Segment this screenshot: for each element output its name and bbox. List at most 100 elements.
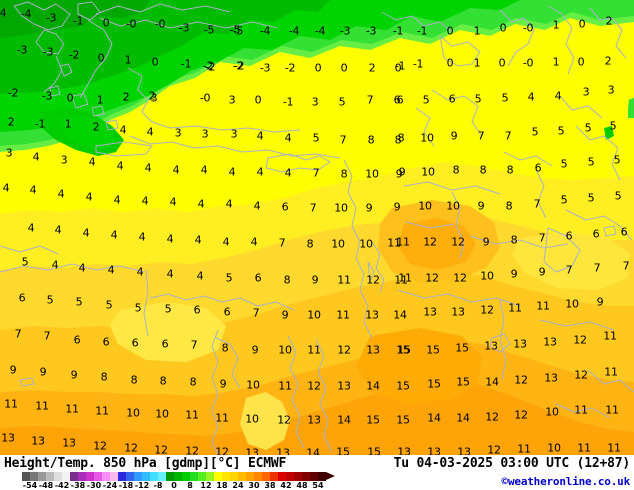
temp-value-label: 11 xyxy=(278,379,292,393)
temp-value-label: 7 xyxy=(538,231,546,245)
temp-value-label: 4 xyxy=(141,194,149,208)
temp-value-label: 0 xyxy=(578,17,586,31)
temp-value-label: 12 xyxy=(277,413,291,427)
temp-value-label: 0 xyxy=(498,56,506,70)
temp-value-label: 0 xyxy=(151,55,159,69)
temp-value-label: 12 xyxy=(573,333,587,347)
temp-value-label: 10 xyxy=(331,237,345,251)
temp-value-label: 6 xyxy=(565,229,573,243)
temp-value-label: 5 xyxy=(225,271,233,285)
footer-credit-link[interactable]: ©weatheronline.co.uk xyxy=(501,475,631,488)
temp-value-label: -2 xyxy=(7,86,19,100)
temp-value-label: -2 xyxy=(284,61,296,75)
temp-value-label: 3 xyxy=(150,91,158,105)
colorbar-swatch xyxy=(86,472,94,481)
temp-value-label: 11 xyxy=(185,408,199,422)
temp-value-label: 12 xyxy=(451,235,465,249)
colorbar-swatch xyxy=(190,472,198,481)
temp-value-label: 8 xyxy=(397,131,405,145)
temp-value-label: 4 xyxy=(196,269,204,283)
temp-value-label: -3 xyxy=(42,45,54,59)
temp-value-label: 6 xyxy=(448,92,456,106)
temp-value-label: -2 xyxy=(233,59,245,73)
temp-value-label: 13 xyxy=(513,337,527,351)
temp-value-label: 9 xyxy=(538,265,546,279)
temp-value-label: -0 xyxy=(125,17,137,31)
temp-value-label: 13 xyxy=(307,413,321,427)
weather-map[interactable]: 4 -4 -3 -1 0 -0 -0 -3 -5 -5 -5 -4 -4 -4 -3 -3 -1 -1 0 1 0 -0 1… xyxy=(0,0,634,455)
colorbar-swatch xyxy=(70,472,78,481)
colorbar-tick: -24 xyxy=(102,481,118,490)
colorbar-swatch xyxy=(310,472,318,481)
temp-value-label: 4 xyxy=(197,197,205,211)
temp-value-label: 12 xyxy=(425,271,439,285)
temp-value-label: -3 xyxy=(339,24,351,38)
temp-value-label: 11 xyxy=(35,399,49,413)
temp-value-label: 8 xyxy=(340,167,348,181)
temp-value-label: 4 xyxy=(82,226,90,240)
temp-value-label: 4 xyxy=(29,183,37,197)
colorbar-tick: -48 xyxy=(38,481,54,490)
temp-value-label: 9 xyxy=(393,200,401,214)
temp-value-label: 4 xyxy=(32,150,40,164)
temp-value-label: -0 xyxy=(522,21,534,35)
colorbar-swatch xyxy=(318,472,326,481)
temp-value-label: 6 xyxy=(161,337,169,351)
temp-value-label: 4 xyxy=(54,223,62,237)
temp-value-label: 4 xyxy=(166,267,174,281)
temp-value-label: 5 xyxy=(422,93,430,107)
temp-value-label: 7 xyxy=(14,327,22,341)
temp-value-label: 11 xyxy=(65,402,79,416)
temp-value-label: 9 xyxy=(477,199,485,213)
temp-value-label: 5 xyxy=(105,298,113,312)
temp-value-label: 4 xyxy=(200,163,208,177)
temp-value-label: 14 xyxy=(456,411,470,425)
temp-value-label: 4 xyxy=(2,181,10,195)
colorbar-swatch xyxy=(174,472,182,481)
temp-value-label: 5 xyxy=(587,155,595,169)
colorbar-swatch xyxy=(286,472,294,481)
colorbar-swatch xyxy=(22,472,30,481)
temp-value-label: 10 xyxy=(545,405,559,419)
temp-value-label: 9 xyxy=(510,267,518,281)
colorbar-swatch xyxy=(238,472,246,481)
green-sliver-edge xyxy=(628,98,634,118)
temp-value-label: 7 xyxy=(339,133,347,147)
colorbar-tick: 54 xyxy=(312,481,324,490)
temp-value-label: 4 xyxy=(194,233,202,247)
temp-value-label: 11 xyxy=(95,404,109,418)
temp-value-label: 15 xyxy=(396,413,410,427)
temp-value-label: 9 xyxy=(219,377,227,391)
temp-value-label: 7 xyxy=(278,236,286,250)
temp-value-label: 9 xyxy=(39,365,47,379)
temp-value-label: 10 xyxy=(446,199,460,213)
colorbar-tick: 12 xyxy=(200,481,212,490)
green-spur-coastal xyxy=(58,116,116,150)
temp-value-label: 5 xyxy=(584,121,592,135)
temp-value-label: 3 xyxy=(607,83,615,97)
temp-value-label: 4 xyxy=(88,155,96,169)
temp-value-label: 15 xyxy=(396,343,410,357)
temp-value-label: 10 xyxy=(246,378,260,392)
colorbar-swatch xyxy=(142,472,150,481)
temp-value-label: 15 xyxy=(366,413,380,427)
temp-value-label: 2 xyxy=(7,115,15,129)
colorbar-swatch xyxy=(38,472,46,481)
temp-value-label: 14 xyxy=(393,308,407,322)
temp-value-label: 0 xyxy=(97,51,105,65)
temp-value-label: 14 xyxy=(366,379,380,393)
temp-value-label: 8 xyxy=(283,273,291,287)
temp-value-label: 5 xyxy=(338,95,346,109)
temp-value-label: 11 xyxy=(536,299,550,313)
colorbar-arrow-icon xyxy=(326,472,335,480)
temp-value-label: 8 xyxy=(159,374,167,388)
temp-value-label: 8 xyxy=(394,133,402,147)
colorbar-tick-labels: -54 -48 -42 -38 -30 -24 -18 -12 -8 0 8 12 18 24 30 38 42… xyxy=(22,481,326,490)
band-orange-deep xyxy=(0,378,634,455)
temp-value-label: 12 xyxy=(514,373,528,387)
colorbar-tick: -8 xyxy=(153,481,163,490)
temp-value-label: -1 xyxy=(392,24,404,38)
temp-value-label: 8 xyxy=(306,237,314,251)
temp-value-label: 13 xyxy=(544,371,558,385)
